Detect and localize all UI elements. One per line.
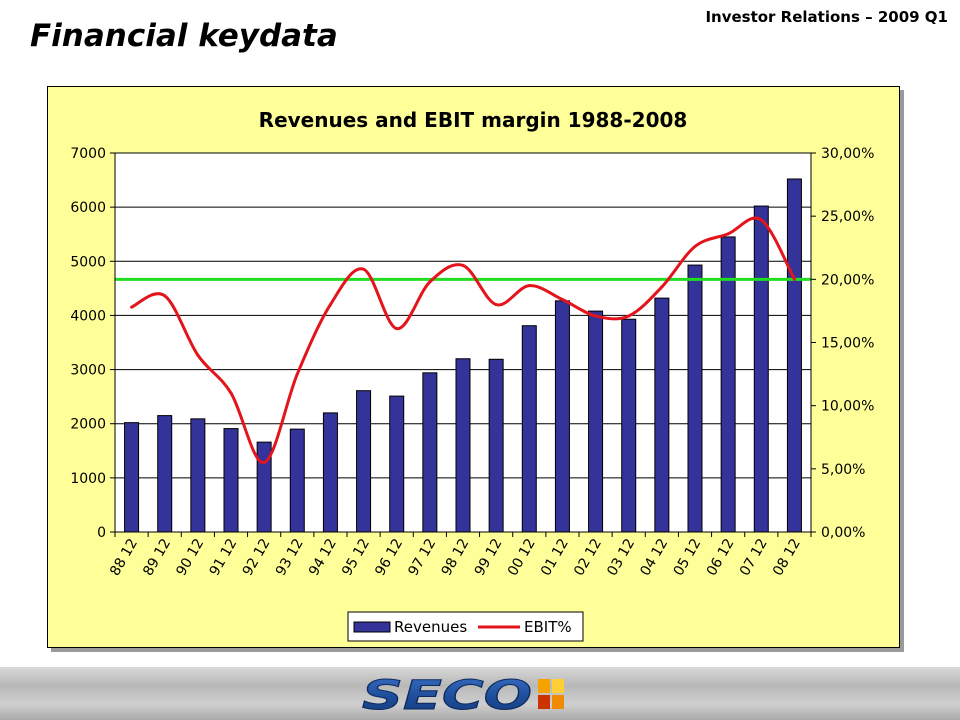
x-tick-label: 01 12 (538, 536, 572, 579)
bar-revenues (488, 358, 504, 533)
point-ebit (627, 314, 631, 318)
logo-square-1 (538, 679, 550, 693)
logo-square-4 (552, 695, 564, 709)
bar-revenues (455, 358, 471, 533)
y-left-tick-label: 4000 (70, 308, 106, 324)
x-tick-label: 08 12 (770, 536, 804, 579)
y-right-tick-label: 0,00% (821, 525, 865, 541)
x-tick-label: 99 12 (472, 536, 506, 579)
point-ebit (792, 277, 796, 281)
x-tick-label: 89 12 (140, 536, 174, 579)
x-tick-label: 02 12 (571, 536, 605, 579)
x-tick-label: 97 12 (405, 536, 439, 579)
point-ebit (594, 314, 598, 318)
footer-bar (0, 667, 960, 720)
bar-revenues (654, 297, 670, 533)
point-ebit (130, 305, 134, 309)
x-tick-label: 98 12 (439, 536, 473, 579)
x-tick-label: 92 12 (240, 536, 274, 579)
bar-revenues (289, 428, 305, 533)
point-ebit (229, 391, 233, 395)
point-ebit (660, 285, 664, 289)
x-tick-label: 95 12 (339, 536, 373, 579)
bar-revenues (223, 428, 239, 533)
point-ebit (395, 327, 399, 331)
point-ebit (527, 284, 531, 288)
point-ebit (328, 303, 332, 307)
y-right-tick-label: 20,00% (821, 272, 874, 288)
y-right-tick-label: 10,00% (821, 399, 874, 415)
legend-label-ebit: EBIT% (524, 618, 572, 636)
bar-revenues (157, 415, 173, 533)
bar-revenues (521, 325, 537, 533)
bar-revenues (554, 300, 570, 533)
x-tick-label: 91 12 (207, 536, 241, 579)
bar-revenues (621, 318, 637, 533)
point-ebit (196, 353, 200, 357)
x-tick-label: 94 12 (306, 536, 340, 579)
chart-panel: Revenues and EBIT margin 1988-2008 0 1000 2… (47, 86, 900, 648)
y-left-tick-label: 6000 (70, 200, 106, 216)
point-ebit (726, 232, 730, 236)
page-title: Financial keydata (30, 18, 338, 54)
y-left-tick-label: 3000 (70, 363, 106, 379)
x-tick-label: 96 12 (372, 536, 406, 579)
line-ebit (130, 216, 796, 464)
point-ebit (560, 298, 564, 302)
point-ebit (295, 372, 299, 376)
legend-swatch-revenues (353, 621, 391, 633)
point-ebit (759, 218, 763, 222)
x-tick-label: 04 12 (637, 536, 671, 579)
x-tick-label: 88 12 (107, 536, 141, 579)
x-tick-label: 00 12 (505, 536, 539, 579)
header-tag: Investor Relations – 2009 Q1 (705, 8, 948, 26)
bar-revenues (687, 264, 703, 533)
x-tick-label: 07 12 (737, 536, 771, 579)
point-ebit (428, 280, 432, 284)
y-right-tick-label: 5,00% (821, 462, 865, 478)
point-ebit (693, 244, 697, 248)
bar-revenues (720, 236, 736, 533)
bar-revenues (124, 422, 140, 533)
x-tick-label: 03 12 (604, 536, 638, 579)
bar-revenues (322, 412, 338, 533)
bar-revenues (786, 178, 802, 533)
y-left-tick-label: 5000 (70, 254, 106, 270)
bar-revenues (190, 418, 206, 533)
y-right-tick-label: 15,00% (821, 336, 874, 352)
y-left-tick-label: 0 (97, 525, 106, 541)
logo-text: SECO (362, 675, 532, 715)
x-tick-label: 90 12 (173, 536, 207, 579)
point-ebit (362, 267, 366, 271)
x-tick-label: 05 12 (671, 536, 705, 579)
chart: Revenues and EBIT margin 1988-2008 0 1000 2… (70, 108, 874, 642)
chart-title: Revenues and EBIT margin 1988-2008 (259, 108, 688, 132)
bar-revenues (588, 310, 604, 533)
y-right-tick-label: 30,00% (821, 146, 874, 162)
y-left-tick-label: 2000 (70, 417, 106, 433)
y-left-tick-label: 7000 (70, 146, 106, 162)
y-left-tick-label: 1000 (70, 471, 106, 487)
legend-label-revenues: Revenues (394, 618, 467, 636)
logo-square-2 (552, 679, 564, 693)
bar-revenues (389, 395, 405, 533)
y-right-tick-label: 25,00% (821, 209, 874, 225)
seco-logo: SECO (362, 675, 564, 715)
x-tick-label: 06 12 (704, 536, 738, 579)
point-ebit (262, 461, 266, 465)
point-ebit (163, 294, 167, 298)
logo-square-3 (538, 695, 550, 709)
bar-revenues (753, 205, 769, 533)
point-ebit (461, 263, 465, 267)
x-tick-label: 93 12 (273, 536, 307, 579)
bar-revenues (356, 390, 372, 533)
point-ebit (494, 303, 498, 307)
bar-revenues (422, 372, 438, 533)
